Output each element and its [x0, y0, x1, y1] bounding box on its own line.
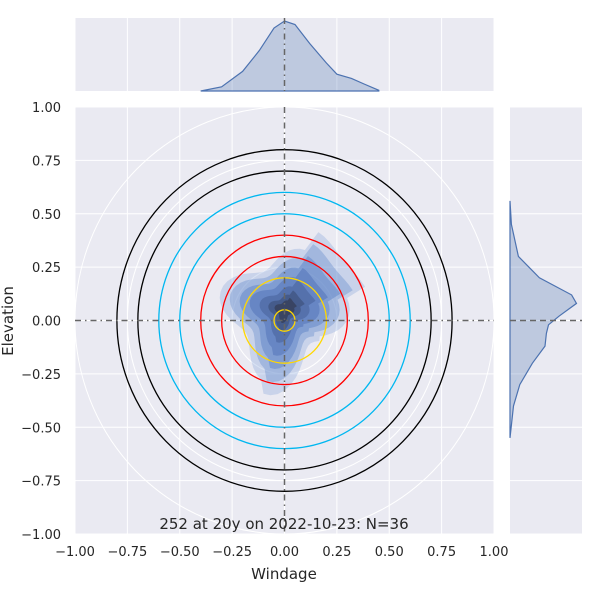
- x-tick-label-8: 1.00: [480, 545, 509, 560]
- x-axis-label: Windage: [251, 565, 317, 583]
- y-tick-label-5: −0.25: [21, 368, 61, 383]
- y-tick-label-7: −0.75: [21, 475, 61, 490]
- y-tick-label-0: 1.00: [32, 101, 61, 116]
- top-marginal-grid: [74, 18, 495, 91]
- y-tick-label-6: −0.50: [21, 421, 61, 436]
- x-tick-label-6: 0.50: [375, 545, 404, 560]
- x-tick-label-1: −0.75: [107, 545, 147, 560]
- chart-caption: 252 at 20y on 2022-10-23: N=36: [159, 515, 408, 533]
- y-tick-labels: 1.00 0.75 0.50 0.25 0.00 −0.25 −0.50 −0.75 −1.00: [21, 101, 61, 543]
- x-tick-label-3: −0.25: [212, 545, 252, 560]
- y-tick-label-4: 0.00: [32, 315, 61, 330]
- x-tick-label-7: 0.75: [427, 545, 456, 560]
- x-tick-label-0: −1.00: [55, 545, 95, 560]
- y-axis-label: Elevation: [0, 286, 17, 356]
- target-ring-5: [220, 255, 348, 386]
- y-tick-label-2: 0.50: [32, 208, 61, 223]
- x-tick-label-5: 0.25: [322, 545, 351, 560]
- y-tick-label-1: 0.75: [32, 154, 61, 169]
- x-tick-labels: −1.00 −0.75 −0.50 −0.25 0.00 0.25 0.50 0.75 1.00: [55, 545, 508, 560]
- x-tick-label-4: 0.00: [270, 545, 299, 560]
- x-marginal-density: [200, 20, 380, 92]
- y-tick-label-8: −1.00: [21, 528, 61, 543]
- x-tick-label-2: −0.50: [160, 545, 200, 560]
- y-marginal-density: [509, 200, 578, 438]
- y-tick-label-3: 0.25: [32, 261, 61, 276]
